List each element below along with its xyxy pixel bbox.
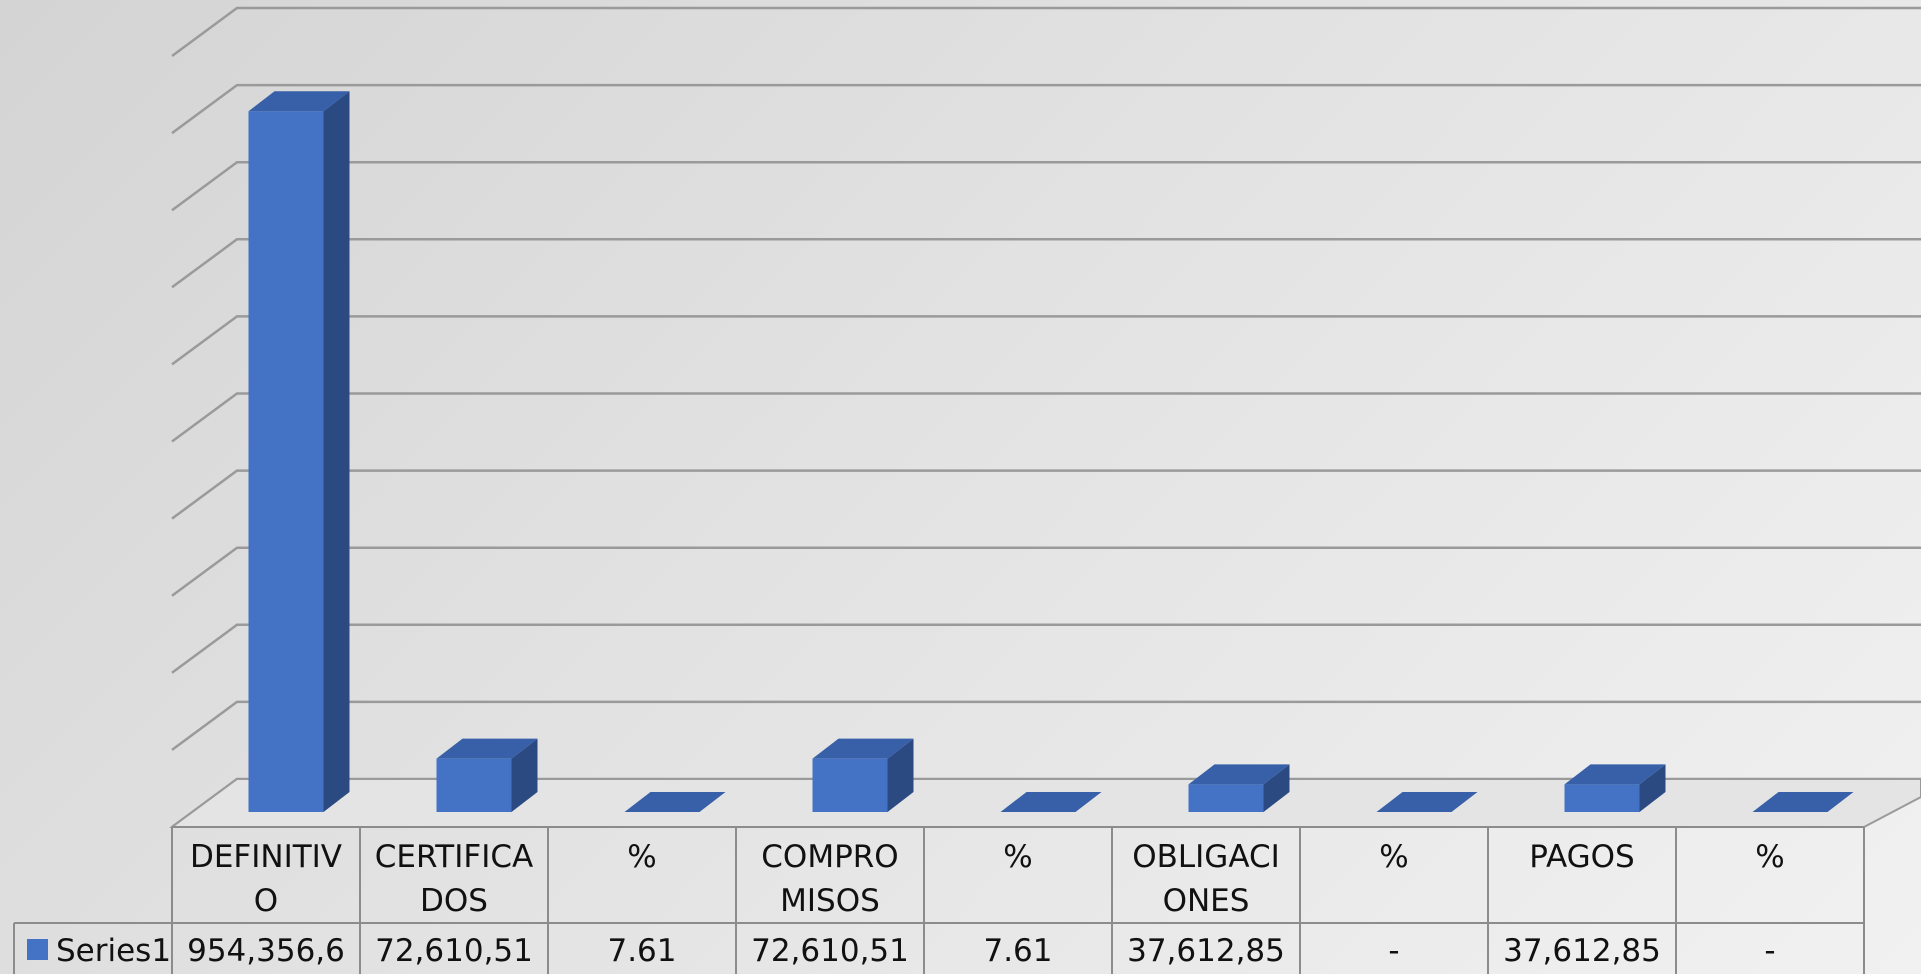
bar (248, 91, 350, 812)
bar (1188, 764, 1290, 812)
category-label: MISOS (780, 883, 880, 919)
data-value-label: 954,356,6 (187, 933, 345, 969)
bar-side (1639, 764, 1666, 812)
data-value-label: 7.61 (607, 933, 676, 969)
gridlines (171, 6, 1921, 829)
data-value-label: 37,612,85 (1127, 933, 1285, 969)
gridline (171, 546, 1921, 597)
bar-top (1376, 792, 1478, 812)
data-value-label: 72,610,51 (751, 933, 909, 969)
bar-top (1188, 764, 1290, 785)
gridline (171, 623, 1921, 674)
bar-top (624, 791, 726, 812)
bar-top (1752, 792, 1854, 812)
bar (1000, 791, 1102, 812)
category-label: DOS (420, 883, 488, 919)
category-label: % (1379, 839, 1408, 875)
bar (1564, 764, 1666, 812)
gridline (171, 469, 1921, 520)
bar-top (812, 738, 914, 759)
bar-side (511, 738, 538, 812)
category-label: PAGOS (1529, 839, 1634, 875)
data-value-label: - (1388, 933, 1399, 969)
category-label: O (254, 883, 278, 919)
gridline (171, 700, 1921, 751)
category-label: % (627, 839, 656, 875)
gridline (171, 315, 1921, 366)
category-label: CERTIFICA (375, 839, 533, 875)
gridline (171, 238, 1921, 289)
bar-front (248, 111, 324, 812)
bar-side (887, 738, 914, 812)
bar-top (1000, 791, 1102, 812)
gridline (171, 83, 1921, 135)
bar-front (1564, 784, 1640, 812)
category-label: % (1755, 839, 1784, 875)
category-label: % (1003, 839, 1032, 875)
category-label: DEFINITIV (190, 839, 342, 875)
bar-front (436, 758, 512, 812)
bar (812, 738, 914, 812)
category-label: OBLIGACI (1132, 839, 1280, 875)
bars (248, 91, 1854, 812)
bar-top (248, 91, 350, 112)
data-value-label: 7.61 (983, 933, 1052, 969)
bar-front (812, 758, 888, 812)
bar-side (323, 91, 350, 812)
bar (1376, 792, 1478, 812)
data-value-label: 37,612,85 (1503, 933, 1661, 969)
bar-top (1564, 764, 1666, 785)
bar-top (436, 738, 538, 759)
data-table: DEFINITIV O CERTIFICA DOS% COMPRO MISOS% OBLIG… (13, 826, 1865, 974)
category-label: ONES (1163, 883, 1250, 919)
legend-series-name: Series1 (56, 933, 171, 969)
bar (624, 791, 726, 812)
category-label: COMPRO (761, 839, 898, 875)
gridline (171, 160, 1921, 212)
data-value-label: 72,610,51 (375, 933, 533, 969)
gridline (171, 6, 1921, 58)
bar (436, 738, 538, 812)
legend-swatch (27, 939, 48, 960)
bar-side (1263, 764, 1290, 812)
data-value-label: - (1764, 933, 1775, 969)
bar-front (1188, 784, 1264, 812)
bar (1752, 792, 1854, 812)
gridline (171, 392, 1921, 443)
